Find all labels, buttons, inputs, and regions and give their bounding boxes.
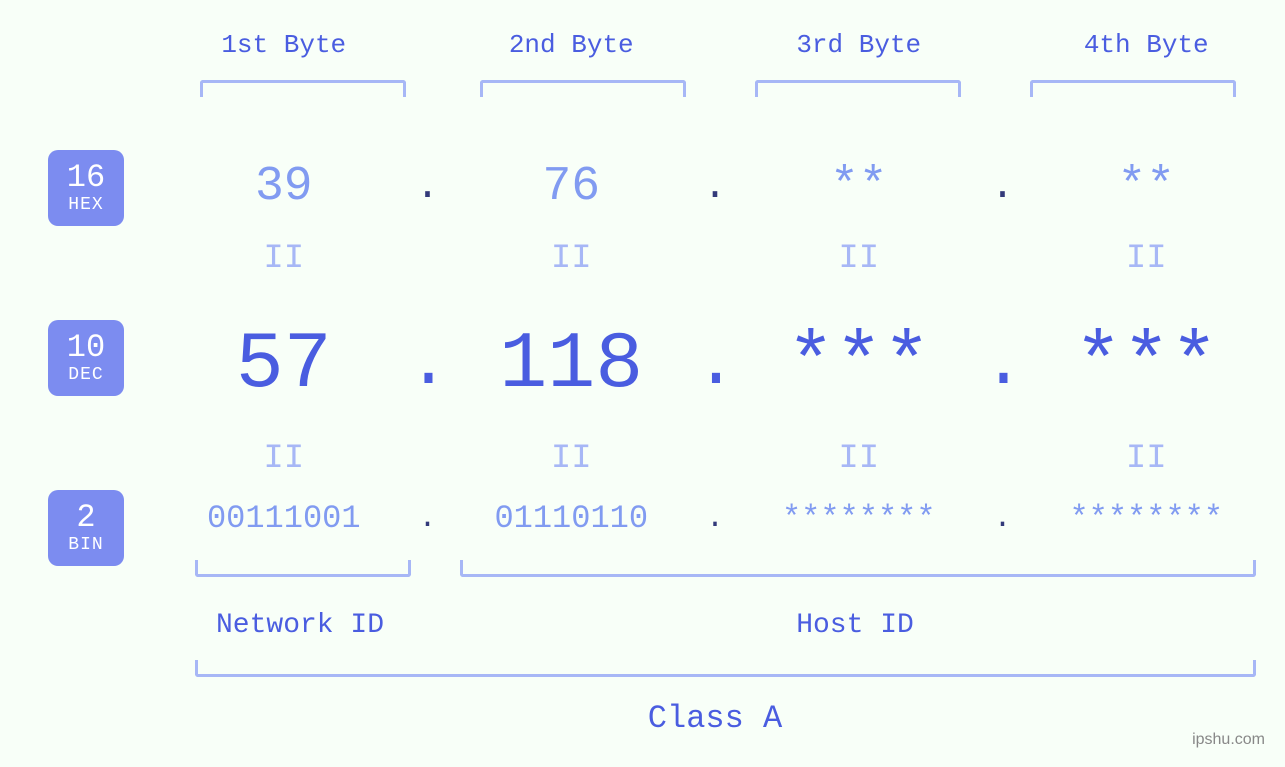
badge-hex-txt: HEX bbox=[68, 196, 103, 214]
dot-hex-2: . bbox=[695, 165, 735, 210]
badge-dec-txt: DEC bbox=[68, 366, 103, 384]
hex-byte-3: ** bbox=[735, 160, 983, 214]
badge-bin-num: 2 bbox=[76, 502, 95, 534]
host-id-label: Host ID bbox=[460, 610, 1250, 641]
hex-byte-1: 39 bbox=[160, 160, 408, 214]
dot-bin-1: . bbox=[408, 502, 448, 536]
bracket-byte-2 bbox=[480, 80, 686, 97]
badge-hex-num: 16 bbox=[67, 162, 105, 194]
dot-dec-2: . bbox=[695, 326, 735, 405]
bin-byte-3: ******** bbox=[735, 500, 983, 537]
byte-label-4: 4th Byte bbox=[1023, 30, 1271, 60]
byte-label-1: 1st Byte bbox=[160, 30, 408, 60]
dot-bin-3: . bbox=[983, 502, 1023, 536]
dot-bin-2: . bbox=[695, 502, 735, 536]
bracket-byte-3 bbox=[755, 80, 961, 97]
eq-1-2: II bbox=[448, 240, 696, 278]
dec-row: 57 . 118 . *** . *** bbox=[160, 320, 1270, 411]
dot-dec-1: . bbox=[408, 326, 448, 405]
bin-row: 00111001 . 01110110 . ******** . *******… bbox=[160, 500, 1270, 537]
eq-2-4: II bbox=[1023, 440, 1271, 478]
byte-label-3: 3rd Byte bbox=[735, 30, 983, 60]
dec-byte-4: *** bbox=[1023, 320, 1271, 411]
bin-byte-4: ******** bbox=[1023, 500, 1271, 537]
badge-dec-num: 10 bbox=[67, 332, 105, 364]
eq-row-2: II II II II bbox=[160, 440, 1270, 478]
bracket-class bbox=[195, 660, 1256, 677]
dec-byte-1: 57 bbox=[160, 320, 408, 411]
hex-row: 39 . 76 . ** . ** bbox=[160, 160, 1270, 214]
bracket-byte-1 bbox=[200, 80, 406, 97]
bin-byte-2: 01110110 bbox=[448, 500, 696, 537]
eq-2-3: II bbox=[735, 440, 983, 478]
badge-hex: 16 HEX bbox=[48, 150, 124, 226]
dot-hex-3: . bbox=[983, 165, 1023, 210]
watermark: ipshu.com bbox=[1192, 731, 1265, 749]
eq-2-1: II bbox=[160, 440, 408, 478]
bin-byte-1: 00111001 bbox=[160, 500, 408, 537]
hex-byte-4: ** bbox=[1023, 160, 1271, 214]
dec-byte-3: *** bbox=[735, 320, 983, 411]
badge-bin: 2 BIN bbox=[48, 490, 124, 566]
eq-1-4: II bbox=[1023, 240, 1271, 278]
badge-bin-txt: BIN bbox=[68, 536, 103, 554]
bracket-network bbox=[195, 560, 411, 577]
eq-row-1: II II II II bbox=[160, 240, 1270, 278]
bracket-host bbox=[460, 560, 1256, 577]
network-id-label: Network ID bbox=[195, 610, 405, 641]
byte-label-2: 2nd Byte bbox=[448, 30, 696, 60]
eq-1-1: II bbox=[160, 240, 408, 278]
class-label: Class A bbox=[160, 700, 1270, 737]
eq-2-2: II bbox=[448, 440, 696, 478]
dec-byte-2: 118 bbox=[448, 320, 696, 411]
hex-byte-2: 76 bbox=[448, 160, 696, 214]
dot-hex-1: . bbox=[408, 165, 448, 210]
eq-1-3: II bbox=[735, 240, 983, 278]
byte-labels-row: 1st Byte 2nd Byte 3rd Byte 4th Byte bbox=[160, 30, 1270, 60]
dot-dec-3: . bbox=[983, 326, 1023, 405]
badge-dec: 10 DEC bbox=[48, 320, 124, 396]
bracket-byte-4 bbox=[1030, 80, 1236, 97]
